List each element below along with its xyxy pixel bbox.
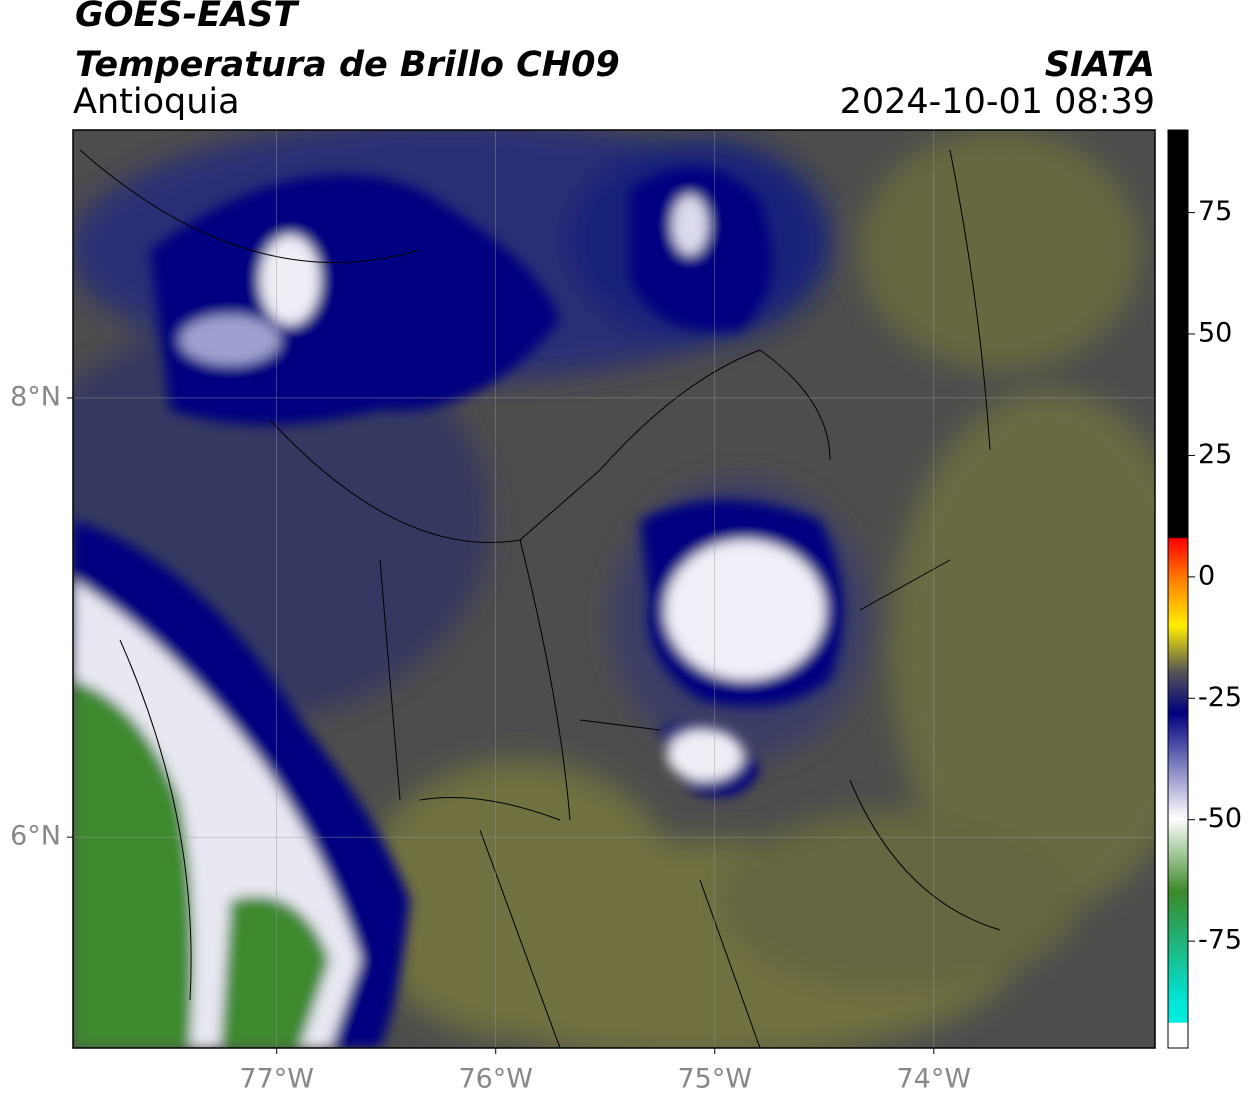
colorbar-tick-label: -50 xyxy=(1198,803,1242,834)
x-tick-label: 77°W xyxy=(239,1064,314,1095)
colorbar-tick-label: 50 xyxy=(1198,318,1232,349)
colorbar-tick-label: 0 xyxy=(1198,560,1215,591)
colorbar xyxy=(1167,129,1189,1049)
y-tick-label: 8°N xyxy=(10,381,61,412)
colorbar-tick-label: -25 xyxy=(1198,682,1242,713)
satellite-image xyxy=(73,130,1155,1048)
product-title: Temperatura de Brillo CH09 xyxy=(75,45,620,85)
x-tick-label: 76°W xyxy=(458,1064,533,1095)
satellite-title: GOES-EAST xyxy=(75,0,300,35)
map-frame xyxy=(72,129,1156,1049)
region-label: Antioquia xyxy=(73,82,240,122)
y-tick-label: 6°N xyxy=(10,821,61,852)
x-tick-label: 75°W xyxy=(677,1064,752,1095)
x-tick-label: 74°W xyxy=(897,1064,972,1095)
colorbar-tick-label: -75 xyxy=(1198,925,1242,956)
datetime-label: 2024-10-01 08:39 xyxy=(840,82,1155,122)
colorbar-tick-label: 25 xyxy=(1198,439,1232,470)
colorbar-tick-label: 75 xyxy=(1198,196,1232,227)
source-label: SIATA xyxy=(1045,45,1155,85)
